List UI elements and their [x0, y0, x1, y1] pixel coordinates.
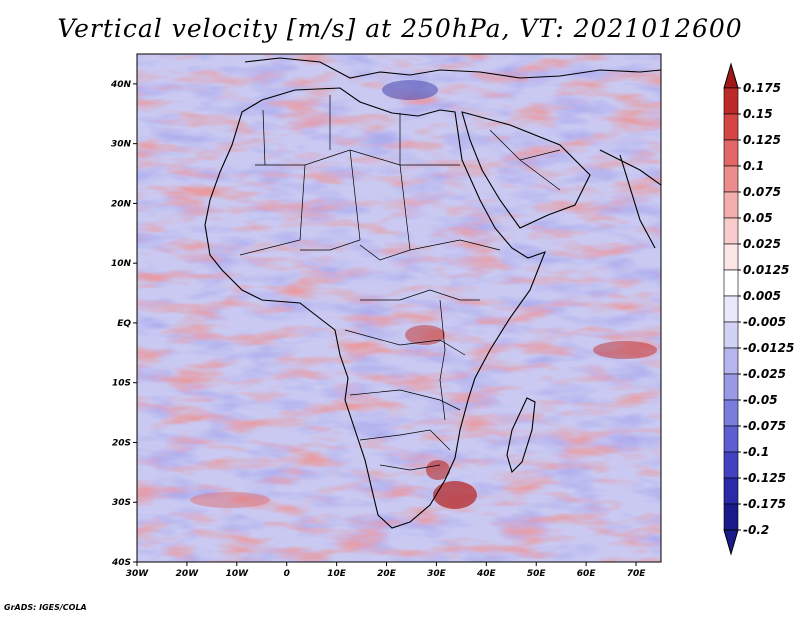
colorbar-label: -0.125	[743, 471, 786, 485]
lat-tick-label: 20S	[112, 438, 131, 448]
lat-tick-label: EQ	[117, 319, 131, 329]
madagascar-coastline	[506, 397, 536, 474]
colorbar-swatch	[723, 87, 739, 115]
colorbar-under-arrow	[723, 529, 739, 556]
lat-axis: 40N 30N 20N 10N EQ 10S 20S 30S 40S	[110, 80, 137, 568]
colorbar-label: -0.1	[743, 445, 769, 459]
colorbar-label: 0.15	[743, 107, 773, 121]
colorbar-swatch	[723, 347, 739, 375]
border-line	[360, 289, 480, 301]
lon-axis: 30W 20W 10W 0 10E 20E 30E 40E 50E 60E 70E	[126, 562, 646, 579]
coastlines	[204, 57, 661, 529]
colorbar-swatch	[723, 269, 739, 297]
border-line	[359, 164, 411, 261]
lon-tick-label: 50E	[527, 569, 547, 579]
lat-tick-label: 40S	[111, 558, 131, 568]
lon-tick-label: 0	[284, 569, 290, 579]
colorbar-over-arrow	[723, 62, 739, 89]
colorbar-swatch	[723, 425, 739, 453]
strong-ascent-patch	[433, 481, 477, 509]
lon-tick-label: 40E	[476, 569, 497, 579]
colorbar-label: -0.175	[743, 497, 786, 511]
map-panel: 40N 30N 20N 10N EQ 10S 20S 30S 40S 30W 20W 10W 0 10E…	[110, 53, 662, 579]
colorbar-label: -0.005	[743, 315, 786, 329]
lon-tick-label: 10E	[327, 569, 347, 579]
lat-tick-label: 30N	[111, 140, 132, 150]
border-line	[489, 129, 561, 191]
colorbar-label: 0.025	[743, 237, 781, 251]
colorbar-label: 0.05	[743, 211, 773, 225]
border-line	[300, 149, 361, 251]
lon-tick-label: 60E	[577, 569, 597, 579]
lat-tick-label: 30S	[112, 498, 131, 508]
strong-ascent-patch	[426, 460, 450, 480]
colorbar-label: 0.0125	[743, 263, 789, 277]
strong-descent-patch	[382, 80, 438, 100]
border-line	[239, 164, 306, 256]
grads-credit: GrADS: IGES/COLA	[4, 603, 87, 612]
colorbar-label: -0.0125	[743, 341, 794, 355]
colorbar-swatch	[723, 191, 739, 219]
velocity-field	[137, 54, 661, 562]
lon-tick-label: 20W	[176, 569, 200, 579]
colorbar-label: 0.125	[743, 133, 781, 147]
colorbar-swatch	[723, 295, 739, 323]
strong-ascent-patch	[593, 341, 657, 359]
strong-ascent-patch	[190, 492, 270, 508]
colorbar-label: -0.025	[743, 367, 786, 381]
colorbar-label: 0.175	[743, 81, 781, 95]
colorbar-label: 0.075	[743, 185, 781, 199]
lon-tick-label: 20E	[377, 569, 397, 579]
border-line	[379, 464, 441, 471]
arabia-coastline	[461, 111, 591, 229]
lat-tick-label: 40N	[110, 80, 132, 90]
colorbar-swatch	[723, 477, 739, 505]
strong-ascent-patch	[405, 325, 445, 345]
colorbar-swatch	[723, 217, 739, 245]
lon-tick-label: 30W	[126, 569, 150, 579]
colorbar-label: -0.05	[743, 393, 778, 407]
map-frame	[136, 53, 662, 563]
colorbar-swatch	[723, 165, 739, 193]
lat-tick-label: 20N	[111, 199, 132, 209]
border-line	[344, 329, 466, 356]
border-line	[409, 239, 501, 251]
colorbar-swatch	[723, 373, 739, 401]
border-line	[439, 299, 446, 421]
lon-tick-label: 70E	[627, 569, 647, 579]
europe-coastline	[244, 57, 661, 79]
colorbar-swatch	[723, 399, 739, 427]
border-line	[262, 95, 401, 166]
colorbar-label: 0.1	[743, 159, 764, 173]
colorbar-swatch	[723, 243, 739, 271]
colorbar-label: 0.005	[743, 289, 781, 303]
africa-coastline	[204, 87, 546, 529]
lat-tick-label: 10N	[111, 259, 132, 269]
colorbar-label: -0.2	[743, 523, 769, 537]
asia-coastline	[599, 149, 661, 249]
colorbar-swatch	[723, 113, 739, 141]
colorbar-label: -0.075	[743, 419, 786, 433]
lon-tick-label: 30E	[427, 569, 447, 579]
map-title: Vertical velocity [m/s] at 250hPa, VT: 2…	[57, 14, 743, 43]
colorbar-swatch	[723, 503, 739, 531]
colorbar-swatch	[723, 451, 739, 479]
lat-tick-label: 10S	[112, 379, 131, 389]
border-line	[359, 429, 451, 451]
colorbar-swatch	[723, 139, 739, 167]
colorbar: 0.175 0.15 0.125 0.1 0.075 0.05 0.025 0.0125 0.0…	[723, 62, 794, 556]
border-line	[349, 389, 461, 411]
lon-tick-label: 10W	[226, 569, 250, 579]
country-borders	[239, 95, 561, 471]
colorbar-swatch	[723, 321, 739, 349]
